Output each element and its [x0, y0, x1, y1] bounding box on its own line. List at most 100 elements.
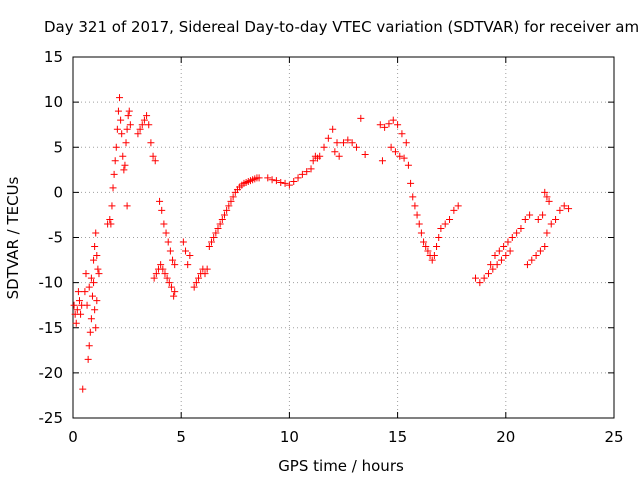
data-point	[556, 206, 564, 214]
data-point	[157, 261, 165, 269]
data-point	[83, 301, 91, 309]
data-point	[404, 161, 412, 169]
data-point	[201, 270, 209, 278]
plot-frame	[72, 56, 615, 419]
data-point	[316, 152, 324, 160]
data-point	[415, 220, 423, 228]
data-point	[210, 234, 218, 241]
data-point	[422, 243, 430, 251]
data-point	[122, 139, 130, 147]
data-point	[162, 229, 170, 237]
data-point	[402, 139, 410, 147]
data-point	[430, 252, 438, 260]
data-point	[543, 193, 551, 201]
data-point	[120, 166, 128, 174]
data-point	[536, 247, 544, 255]
data-point	[437, 224, 445, 232]
data-point	[376, 121, 384, 129]
axis-ticks	[72, 56, 615, 419]
data-point	[167, 283, 175, 291]
data-point	[476, 279, 484, 287]
data-point	[357, 114, 365, 122]
data-point	[523, 261, 531, 269]
scatter-points	[70, 94, 573, 393]
data-point	[205, 243, 213, 251]
data-point	[95, 270, 103, 278]
data-point	[290, 178, 298, 186]
data-point	[136, 125, 144, 133]
data-point	[298, 170, 306, 178]
data-point	[106, 215, 114, 223]
x-tick-label: 15	[388, 428, 407, 446]
data-point	[381, 123, 389, 131]
data-point	[134, 130, 142, 138]
data-point	[212, 229, 220, 237]
data-point	[85, 283, 93, 291]
x-tick-label: 20	[496, 428, 515, 446]
data-point	[344, 136, 352, 144]
data-point	[521, 215, 529, 223]
y-axis-label: SDTVAR / TECUs	[4, 176, 22, 299]
data-point	[88, 292, 96, 300]
data-point	[195, 274, 203, 282]
data-point	[87, 315, 95, 323]
data-point	[92, 324, 100, 332]
x-tick-label: 5	[176, 428, 186, 446]
data-point	[331, 148, 339, 156]
data-point	[361, 150, 369, 158]
data-point	[506, 247, 514, 255]
y-tick-label: -10	[39, 274, 64, 292]
data-point	[184, 261, 192, 269]
data-point	[145, 121, 153, 129]
data-point	[454, 202, 462, 210]
data-point	[164, 238, 172, 246]
data-point	[294, 174, 302, 182]
data-point	[320, 143, 328, 151]
data-point	[500, 243, 508, 251]
data-point	[138, 121, 146, 129]
data-point	[117, 116, 125, 124]
data-point	[309, 157, 317, 165]
y-tick-label: -5	[48, 229, 63, 247]
data-point	[118, 130, 126, 138]
data-point	[387, 143, 395, 151]
data-point	[110, 170, 118, 178]
data-point	[126, 121, 134, 129]
data-point	[227, 197, 235, 205]
data-point	[264, 174, 272, 182]
data-point	[285, 181, 293, 189]
data-point	[70, 301, 78, 309]
data-point	[170, 292, 178, 300]
data-point	[394, 121, 402, 129]
data-point	[216, 220, 224, 228]
chart-title: Day 321 of 2017, Sidereal Day-to-day VTE…	[44, 18, 640, 36]
grid-lines	[73, 57, 614, 418]
data-point	[73, 306, 81, 314]
data-point	[92, 229, 100, 237]
data-point	[81, 288, 89, 296]
data-point	[385, 120, 393, 128]
data-point	[281, 179, 289, 187]
data-point	[75, 297, 83, 305]
data-point	[502, 252, 510, 260]
data-point	[495, 247, 503, 255]
data-point	[112, 143, 120, 151]
data-point	[255, 174, 263, 182]
data-point	[111, 157, 119, 165]
data-point	[517, 224, 525, 232]
data-point	[513, 229, 521, 237]
data-point	[149, 152, 157, 160]
data-point	[85, 342, 93, 350]
data-point	[352, 143, 360, 151]
data-point	[543, 229, 551, 237]
x-tick-label: 25	[604, 428, 623, 446]
data-point	[324, 134, 332, 142]
data-point	[87, 274, 95, 282]
data-point	[446, 215, 454, 223]
data-point	[123, 125, 131, 133]
y-tick-label: 5	[53, 138, 63, 156]
y-tick-label: 0	[53, 183, 63, 201]
data-point	[526, 211, 534, 219]
data-point	[417, 229, 425, 237]
data-point	[179, 238, 187, 246]
